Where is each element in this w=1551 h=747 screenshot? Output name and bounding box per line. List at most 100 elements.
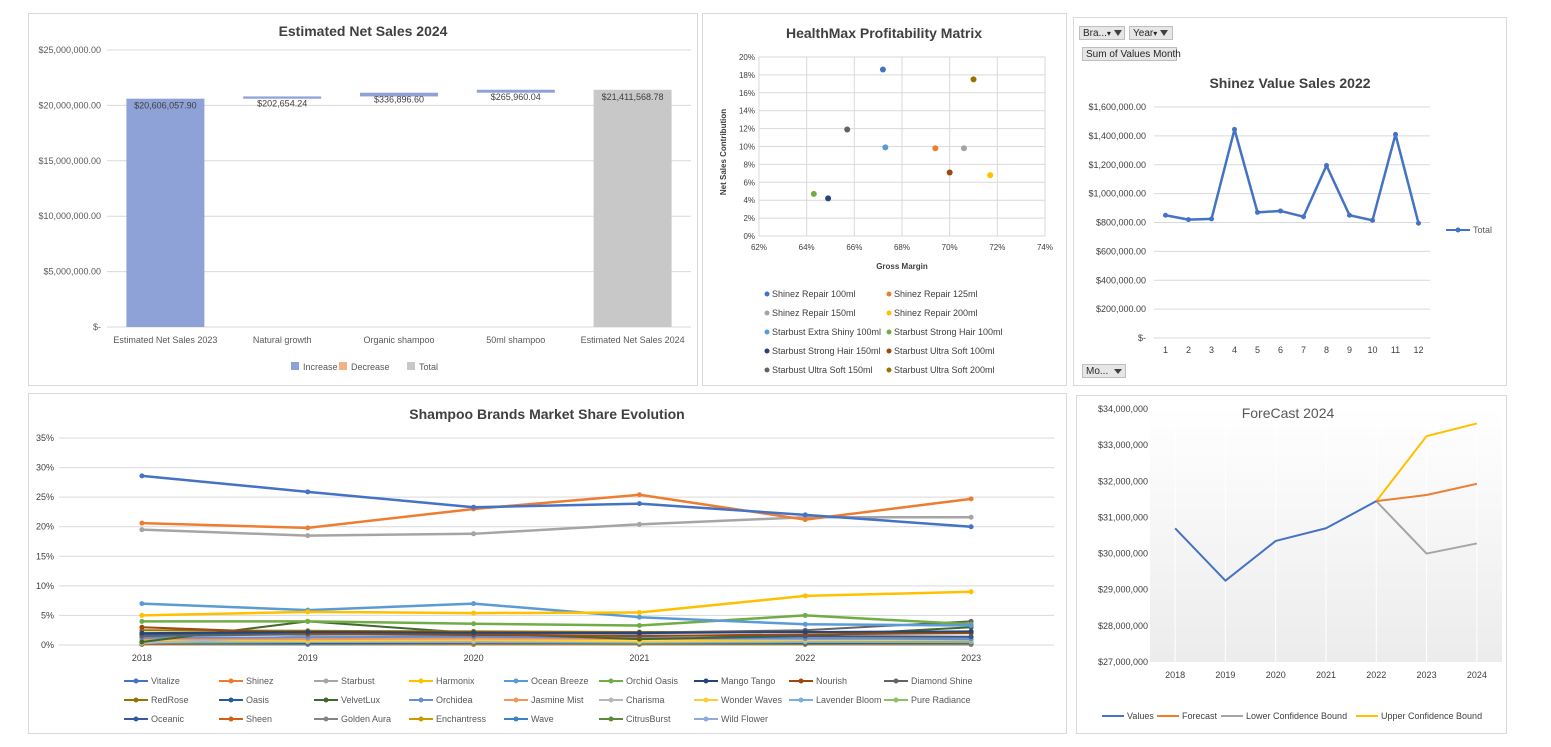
market-data-point xyxy=(139,527,145,533)
waterfall-y-tick: $20,000,000.00 xyxy=(38,100,101,110)
waterfall-bar-organic-shampoo xyxy=(360,92,438,97)
matrix-point-shinez-repair-150ml xyxy=(960,145,967,152)
matrix-y-tick: 18% xyxy=(739,71,755,80)
market-data-point xyxy=(636,492,642,498)
matrix-x-axis-label: Gross Margin xyxy=(876,262,928,271)
forecast-legend-label: Values xyxy=(1127,711,1154,721)
forecast-legend-label: Forecast xyxy=(1182,711,1218,721)
forecast-panel[interactable]: ForeCast 2024 $27,000,000 $28,000,000 $29,… xyxy=(1076,395,1507,734)
market-data-point xyxy=(471,601,477,607)
matrix-y-tick: 14% xyxy=(739,107,755,116)
market-data-point xyxy=(139,639,145,645)
market-sheen-legend-marker xyxy=(228,716,234,722)
matrix-legend-label: Starbust Ultra Soft 150ml xyxy=(772,365,873,375)
market-x-tick: 2023 xyxy=(961,653,981,663)
market-share-panel[interactable]: Shampoo Brands Market Share Evolution 0%… xyxy=(28,393,1067,734)
market-series-line-orchidea xyxy=(141,635,972,641)
waterfall-y-tick: $25,000,000.00 xyxy=(38,45,101,55)
market-y-tick: 15% xyxy=(36,551,54,561)
filter-icon xyxy=(1113,30,1122,37)
shinez-x-tick: 9 xyxy=(1347,345,1352,355)
waterfall-bar-estimated-net-sales-2024 xyxy=(593,89,672,327)
market-x-tick: 2019 xyxy=(298,653,318,663)
waterfall-chart: Estimated Net Sales 2024 $- $5,000,000.00… xyxy=(38,23,691,372)
matrix-legend-marker xyxy=(886,348,892,354)
shinez-x-tick: 4 xyxy=(1232,345,1237,355)
market-data-point xyxy=(802,612,808,618)
matrix-legend-marker xyxy=(764,348,770,354)
waterfall-legend-swatch-increase xyxy=(291,362,299,370)
shinez-value-sales-panel[interactable]: Shinez Value Sales 2022 $- $200,000.00 $40… xyxy=(1073,17,1507,386)
matrix-title: HealthMax Profitability Matrix xyxy=(786,25,982,41)
waterfall-data-label: $20,606,057.90 xyxy=(134,101,197,111)
market-enchantress-legend-marker xyxy=(418,716,424,722)
waterfall-bar-estimated-net-sales-2023 xyxy=(126,98,205,327)
market-y-tick: 20% xyxy=(36,522,54,532)
month-field-button[interactable]: Mo... xyxy=(1082,364,1126,378)
market-wonder-waves-legend-label: Wonder Waves xyxy=(721,695,783,705)
values-field-button[interactable]: Sum of Values Month xyxy=(1082,47,1181,61)
waterfall-chart-panel[interactable]: Estimated Net Sales 2024 $- $5,000,000.00… xyxy=(28,13,698,386)
matrix-legend-label: Starbust Ultra Soft 100ml xyxy=(894,346,995,356)
market-data-point xyxy=(305,618,311,624)
shinez-data-point xyxy=(1278,208,1283,214)
matrix-x-tick: 70% xyxy=(942,243,958,252)
market-oceanic-legend-label: Oceanic xyxy=(151,714,185,724)
market-data-point xyxy=(471,621,477,627)
market-data-point xyxy=(968,589,974,595)
forecast-y-tick: $27,000,000 xyxy=(1098,657,1148,667)
market-data-point xyxy=(139,624,145,630)
market-pure-radiance-legend-label: Pure Radiance xyxy=(911,695,971,705)
market-golden-aura-legend-label: Golden Aura xyxy=(341,714,391,724)
matrix-legend-marker xyxy=(886,367,892,373)
waterfall-data-label: $336,896.60 xyxy=(374,95,424,105)
matrix-legend-label: Starbust Strong Hair 150ml xyxy=(772,346,881,356)
market-series-line-harmonix xyxy=(141,590,972,617)
matrix-x-tick: 66% xyxy=(846,243,862,252)
market-vitalize-legend-label: Vitalize xyxy=(151,676,180,686)
matrix-legend-label: Shinez Repair 150ml xyxy=(772,308,856,318)
matrix-y-tick: 4% xyxy=(743,196,755,205)
profitability-matrix-panel[interactable]: HealthMax Profitability Matrix Net Sales… xyxy=(702,13,1067,386)
market-data-point xyxy=(802,629,808,635)
waterfall-x-tick: Organic shampoo xyxy=(363,335,434,345)
waterfall-y-tick: $- xyxy=(93,322,101,332)
market-harmonix-legend-label: Harmonix xyxy=(436,676,475,686)
brand-filter-button[interactable]: Bra...▾ xyxy=(1079,26,1125,40)
matrix-y-tick: 0% xyxy=(743,232,755,241)
market-citrusburst-legend-label: CitrusBurst xyxy=(626,714,671,724)
shinez-data-point xyxy=(1393,131,1398,137)
market-x-tick: 2018 xyxy=(132,653,152,663)
market-velvetlux-legend-label: VelvetLux xyxy=(341,695,381,705)
waterfall-y-tick: $10,000,000.00 xyxy=(38,211,101,221)
year-filter-button[interactable]: Year▾ xyxy=(1129,26,1173,40)
market-x-tick: 2021 xyxy=(629,653,649,663)
matrix-legend-marker xyxy=(764,310,770,316)
market-wave-legend-marker xyxy=(513,716,519,722)
shinez-x-tick: 11 xyxy=(1391,345,1400,355)
shinez-x-tick: 12 xyxy=(1413,345,1423,355)
shinez-value-sales-chart: Shinez Value Sales 2022 $- $200,000.00 $40… xyxy=(1088,75,1492,355)
market-data-point xyxy=(636,622,642,628)
shinez-y-tick: $1,000,000.00 xyxy=(1088,189,1146,199)
market-y-tick: 25% xyxy=(36,492,54,502)
shinez-data-point xyxy=(1416,220,1421,226)
market-redrose-legend-label: RedRose xyxy=(151,695,189,705)
market-wonder-waves-legend-marker xyxy=(703,697,709,703)
waterfall-x-tick: Estimated Net Sales 2024 xyxy=(581,335,685,345)
forecast-y-tick: $28,000,000 xyxy=(1098,621,1148,631)
market-series-line-wonder-waves xyxy=(141,638,972,643)
shinez-x-tick: 2 xyxy=(1186,345,1191,355)
matrix-point-shinez-repair-100ml xyxy=(879,66,886,73)
market-data-point xyxy=(471,610,477,616)
matrix-x-tick: 72% xyxy=(989,243,1005,252)
matrix-y-tick: 2% xyxy=(743,214,755,223)
shinez-y-tick: $1,200,000.00 xyxy=(1088,160,1146,170)
matrix-y-tick: 10% xyxy=(739,143,755,152)
market-starbust-legend-label: Starbust xyxy=(341,676,375,686)
matrix-legend-label: Shinez Repair 125ml xyxy=(894,289,978,299)
matrix-legend-marker xyxy=(764,291,770,297)
shinez-data-point xyxy=(1324,162,1329,168)
forecast-series-line-forecast xyxy=(1376,482,1478,503)
market-enchantress-legend-label: Enchantress xyxy=(436,714,487,724)
